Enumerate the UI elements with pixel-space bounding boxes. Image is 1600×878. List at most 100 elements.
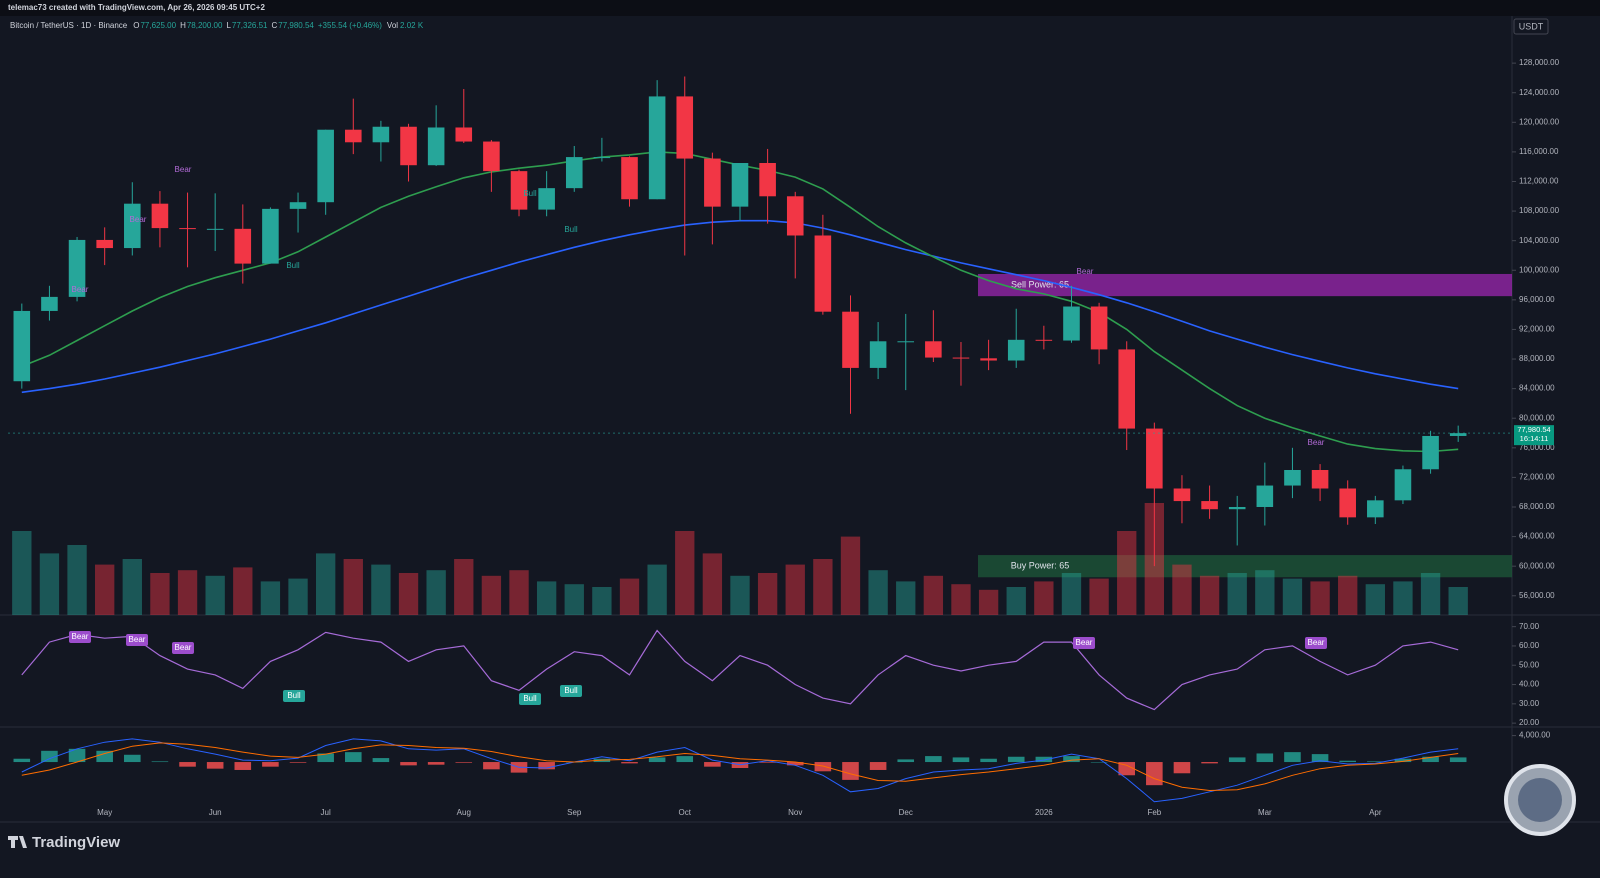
y-tick-label: 128,000.00 <box>1519 58 1560 67</box>
candle-body <box>483 141 500 172</box>
volume-bar <box>1006 587 1026 615</box>
y-tick-label: 68,000.00 <box>1519 502 1555 511</box>
macd-histogram-bar <box>1201 762 1218 764</box>
zone-label: Sell Power: 65 <box>1011 279 1069 289</box>
x-tick-label: Feb <box>1147 808 1161 817</box>
candle-body <box>96 239 113 249</box>
header-text: H <box>180 21 186 30</box>
power-zone <box>978 555 1512 578</box>
rsi-signal-label: Bear <box>72 632 89 641</box>
candle-body <box>648 96 666 200</box>
y-tick-label: 60,000.00 <box>1519 561 1555 570</box>
macd-histogram-bar <box>925 756 942 763</box>
candle-body <box>1311 470 1329 489</box>
rsi-tick-label: 70.00 <box>1519 622 1540 631</box>
candle-body <box>1007 339 1025 361</box>
candle-body <box>565 157 583 189</box>
symbol-header: Bitcoin / TetherUS · 1D · Binance O 77,625… <box>10 21 424 30</box>
candle-body <box>1201 501 1218 510</box>
rsi-tick-label: 30.00 <box>1519 699 1540 708</box>
candle-body <box>1339 488 1356 518</box>
volume-bar <box>813 559 833 615</box>
volume-bar <box>260 581 281 615</box>
y-tick-label: 108,000.00 <box>1519 206 1560 215</box>
candle-body <box>124 203 141 249</box>
rsi-signal-label: Bull <box>564 686 578 695</box>
volume-bar <box>675 531 695 615</box>
macd-histogram-bar <box>676 756 694 763</box>
candle-body <box>1035 339 1053 341</box>
zone-label: Buy Power: 65 <box>1011 561 1070 571</box>
candle-body <box>400 126 417 166</box>
x-tick-label: Oct <box>679 808 692 817</box>
macd-histogram-bar <box>1118 762 1136 776</box>
volume-bar <box>702 553 723 615</box>
volume-bar <box>1420 573 1441 615</box>
volume-bar <box>481 575 502 615</box>
volume-bar <box>426 570 446 615</box>
candle-body <box>455 127 473 142</box>
y-tick-label: 120,000.00 <box>1519 117 1560 126</box>
macd-histogram-bar <box>206 762 224 769</box>
rsi-signal-box <box>1073 637 1095 649</box>
candle-body <box>731 162 749 207</box>
volume-bar <box>1282 578 1303 615</box>
rsi-signal-label: Bear <box>129 635 146 644</box>
candle-body <box>1173 488 1191 502</box>
signal-label: Bear <box>1308 438 1325 447</box>
avatar-inner <box>1518 778 1562 822</box>
macd-histogram-bar <box>1035 756 1053 763</box>
volume-bar <box>896 581 916 615</box>
volume-bar <box>509 570 529 615</box>
macd-histogram-bar <box>538 762 555 770</box>
volume-bar <box>1338 575 1358 615</box>
macd-histogram-bar <box>842 762 859 780</box>
attribution: telemac73 created with TradingView.com, … <box>8 3 265 12</box>
y-tick-label: 64,000.00 <box>1519 532 1555 541</box>
countdown: 16:14:11 <box>1520 434 1549 443</box>
macd-histogram-bar <box>1256 753 1274 763</box>
volume-bar <box>1393 581 1413 615</box>
macd-histogram-bar <box>372 758 390 763</box>
x-tick-label: Jun <box>209 808 222 817</box>
volume-bar <box>454 559 474 615</box>
macd-line <box>21 738 1459 803</box>
header-text: 78,200.00 <box>187 21 223 30</box>
header-text: Vol <box>387 21 398 30</box>
signal-label: Bear <box>175 165 192 174</box>
rsi-signal-label: Bull <box>523 694 537 703</box>
rsi-signal-label: Bull <box>287 691 301 700</box>
rsi-signal-label: Bear <box>1076 638 1093 647</box>
macd-histogram-bar <box>897 759 915 763</box>
macd-histogram-bar <box>1284 752 1301 763</box>
rsi-tick-label: 60.00 <box>1519 641 1540 650</box>
moving-average <box>21 219 1459 394</box>
header-text: Bitcoin / TetherUS · 1D · Binance <box>10 21 128 30</box>
candle-body <box>897 341 915 343</box>
candle-body <box>206 228 224 230</box>
signal-line <box>21 742 1459 792</box>
macd-histogram-bar <box>262 762 279 767</box>
volume-bar <box>1199 575 1220 615</box>
candle-body <box>1367 500 1384 518</box>
currency-box <box>1513 18 1549 35</box>
rsi-signal-box <box>1305 637 1327 649</box>
macd-histogram-bar <box>68 748 86 763</box>
rsi-signal-box <box>172 642 194 654</box>
volume-bar <box>95 564 115 615</box>
y-tick-label: 84,000.00 <box>1519 384 1555 393</box>
volume-bar <box>564 584 584 615</box>
volume-bar <box>619 578 640 615</box>
volume-bar <box>288 578 308 615</box>
x-tick-label: Sep <box>567 808 582 817</box>
volume-bar <box>12 531 32 615</box>
rsi-signal-box <box>283 690 305 702</box>
macd-histogram-bar <box>980 758 997 763</box>
candle-body <box>317 129 334 203</box>
volume-bar <box>177 570 198 615</box>
volume-bar <box>1117 531 1137 615</box>
volume-bar <box>1061 573 1082 615</box>
y-tick-label: 112,000.00 <box>1519 177 1559 186</box>
volume-bar <box>150 573 170 615</box>
